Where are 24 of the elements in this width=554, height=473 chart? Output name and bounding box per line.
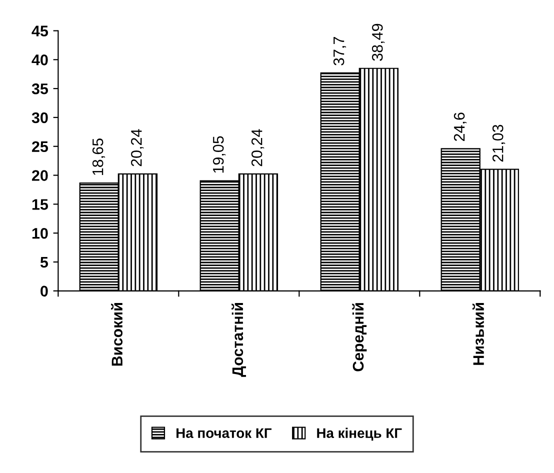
data-label: 21,03 (492, 124, 506, 162)
y-tick-label: 45 (32, 26, 48, 36)
y-tick-label: 30 (32, 112, 48, 124)
y-tick-label: 10 (32, 228, 48, 239)
y-tick-label: 35 (32, 83, 48, 94)
x-tick-label: Високий (111, 303, 123, 366)
data-label: 24,6 (454, 112, 467, 141)
data-label: 19,05 (212, 136, 226, 173)
x-tick-label: Достатній (232, 303, 246, 377)
x-tick-label: Середній (352, 303, 367, 372)
data-label: 20,24 (130, 129, 144, 166)
y-tick-label: 20 (32, 170, 48, 181)
y-tick-label: 40 (32, 54, 48, 66)
y-tick-label: 0 (40, 286, 48, 297)
legend-label: На початок КГ (176, 428, 272, 438)
y-tick-label: 15 (32, 199, 48, 210)
data-label: 38,49 (372, 24, 385, 61)
data-label: 37,7 (333, 37, 346, 66)
y-tick-label: 5 (40, 257, 48, 268)
data-label: 20,24 (251, 129, 264, 166)
data-label: 18,65 (92, 138, 106, 175)
legend-label: На кінець КГ (317, 428, 402, 441)
x-tick-label: Низький (472, 303, 484, 365)
y-tick-label: 25 (32, 141, 48, 152)
